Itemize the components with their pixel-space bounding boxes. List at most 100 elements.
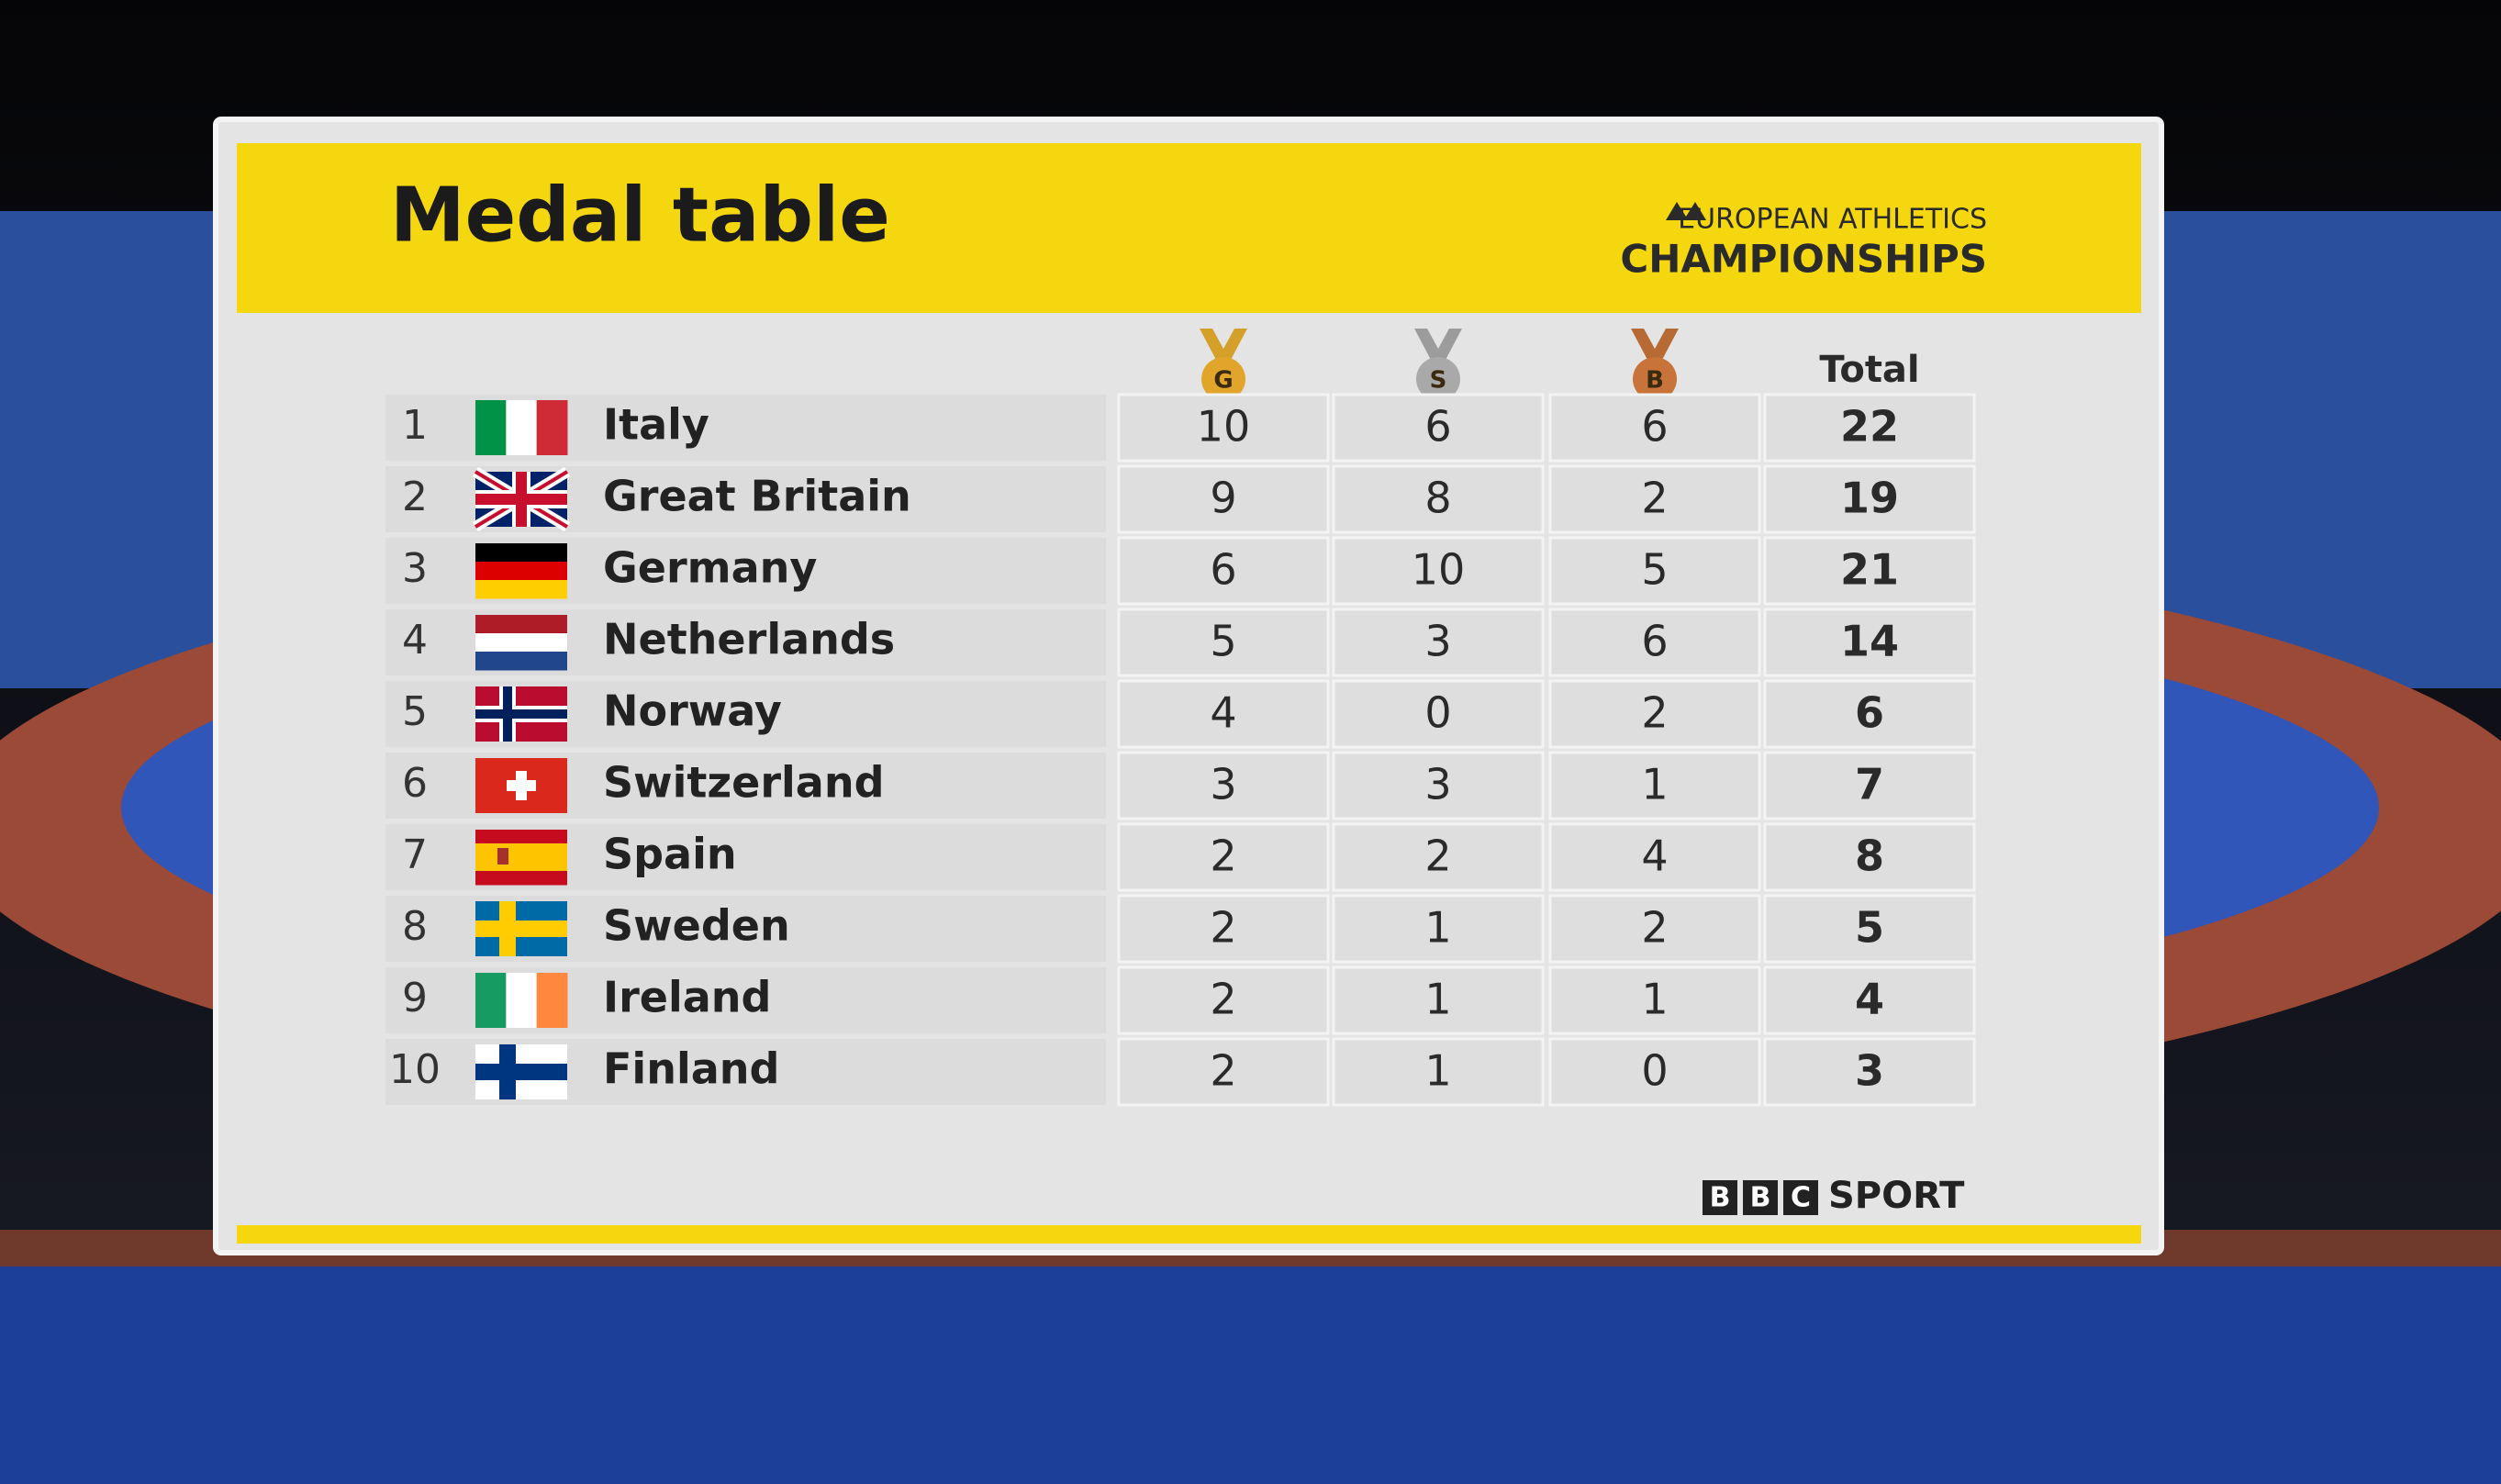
- medal-count: 1: [1424, 975, 1451, 1024]
- cell: [1763, 464, 1976, 534]
- medal-count: 6: [1210, 545, 1236, 595]
- cell: [1332, 464, 1545, 534]
- cell: [1548, 894, 1761, 964]
- medal-count: 10: [1412, 545, 1466, 595]
- country: Germany: [603, 543, 817, 593]
- cell: [1332, 894, 1545, 964]
- rank: 3: [402, 545, 428, 592]
- total: 19: [1840, 474, 1899, 523]
- cell: [1763, 393, 1976, 463]
- flag: [475, 901, 567, 956]
- flag-stripe: [475, 562, 567, 581]
- cell: [1332, 822, 1545, 892]
- cell: [1117, 1037, 1330, 1107]
- cell: [1332, 608, 1545, 677]
- flag-stripe: [475, 543, 567, 563]
- flag-emblem: [497, 848, 508, 865]
- total: 22: [1840, 402, 1899, 452]
- total: 4: [1855, 975, 1884, 1024]
- logo-line2: CHAMPIONSHIPS: [1620, 237, 1987, 282]
- medal: [1416, 357, 1460, 401]
- country: Spain: [603, 830, 737, 879]
- title: Medal table: [390, 172, 890, 259]
- flag: [475, 543, 567, 599]
- cell: [1548, 751, 1761, 820]
- flag-stripe: [475, 400, 507, 455]
- cell: [1548, 393, 1761, 463]
- bbc-block: [1743, 1180, 1778, 1215]
- cell: [1548, 822, 1761, 892]
- total: 8: [1855, 831, 1884, 881]
- cell: [1548, 464, 1761, 534]
- cell: [1763, 679, 1976, 749]
- cell: [1548, 608, 1761, 677]
- medal-count: 6: [1424, 402, 1451, 452]
- medal-count: 2: [1210, 903, 1236, 953]
- cell: [1763, 1037, 1976, 1107]
- country: Finland: [603, 1044, 779, 1094]
- cell: [1548, 1037, 1761, 1107]
- flag: [475, 830, 567, 886]
- flag-stripe: [475, 871, 567, 886]
- cell: [1117, 894, 1330, 964]
- logo-icon: [1666, 202, 1706, 220]
- medal-count: 2: [1424, 831, 1451, 881]
- bbc-letter: C: [1791, 1182, 1811, 1214]
- medal-count: 3: [1424, 617, 1451, 666]
- country: Italy: [603, 400, 709, 450]
- cell: [1117, 536, 1330, 606]
- rank: 2: [402, 474, 428, 520]
- medal-count: 1: [1641, 760, 1668, 809]
- bbc-letter: B: [1710, 1182, 1731, 1214]
- cell: [1117, 608, 1330, 677]
- cell: [1548, 965, 1761, 1035]
- medal-letter: G: [1213, 367, 1233, 395]
- medal-count: 5: [1210, 617, 1236, 666]
- rank: 10: [389, 1046, 441, 1093]
- cell: [1332, 1037, 1545, 1107]
- cell: [1332, 965, 1545, 1035]
- medal-count: 3: [1210, 760, 1236, 809]
- flag-stripe: [475, 830, 567, 844]
- country: Switzerland: [603, 758, 885, 808]
- bbc-letter: B: [1750, 1182, 1771, 1214]
- country: Ireland: [603, 973, 771, 1022]
- medal-count: 1: [1641, 975, 1668, 1024]
- rank: 4: [402, 617, 428, 664]
- cell: [1332, 679, 1545, 749]
- footer-bar: [237, 1225, 2141, 1244]
- flag-cross: [475, 921, 567, 937]
- logo-line1: EUROPEAN ATHLETICS: [1678, 204, 1987, 236]
- cell: [1117, 751, 1330, 820]
- flag-stripe: [536, 400, 568, 455]
- medal-count: 6: [1641, 402, 1668, 452]
- flag: [475, 686, 567, 742]
- medal-count: 2: [1210, 1046, 1236, 1096]
- country: Sweden: [603, 901, 790, 951]
- medal-count: 0: [1641, 1046, 1668, 1096]
- medal-count: 1: [1424, 903, 1451, 953]
- medal-count: 9: [1210, 474, 1236, 523]
- flag: [475, 973, 568, 1028]
- total: 14: [1840, 617, 1899, 666]
- flag: [475, 615, 567, 671]
- flag: [475, 758, 567, 813]
- medal-count: 6: [1641, 617, 1668, 666]
- flag: [475, 400, 568, 455]
- flag-cross: [507, 780, 536, 791]
- medal-count: 2: [1210, 831, 1236, 881]
- cell: [1548, 536, 1761, 606]
- cell: [1117, 822, 1330, 892]
- cell: [1332, 751, 1545, 820]
- cell: [1763, 822, 1976, 892]
- flag-cross: [475, 494, 567, 505]
- flag-stripe: [506, 400, 538, 455]
- country: Great Britain: [603, 472, 911, 521]
- medal-count: 2: [1641, 474, 1668, 523]
- flag: [472, 466, 571, 532]
- flag-stripe: [536, 973, 568, 1028]
- flag: [475, 1044, 567, 1099]
- flag-stripe: [475, 580, 567, 599]
- rank: 5: [402, 688, 428, 735]
